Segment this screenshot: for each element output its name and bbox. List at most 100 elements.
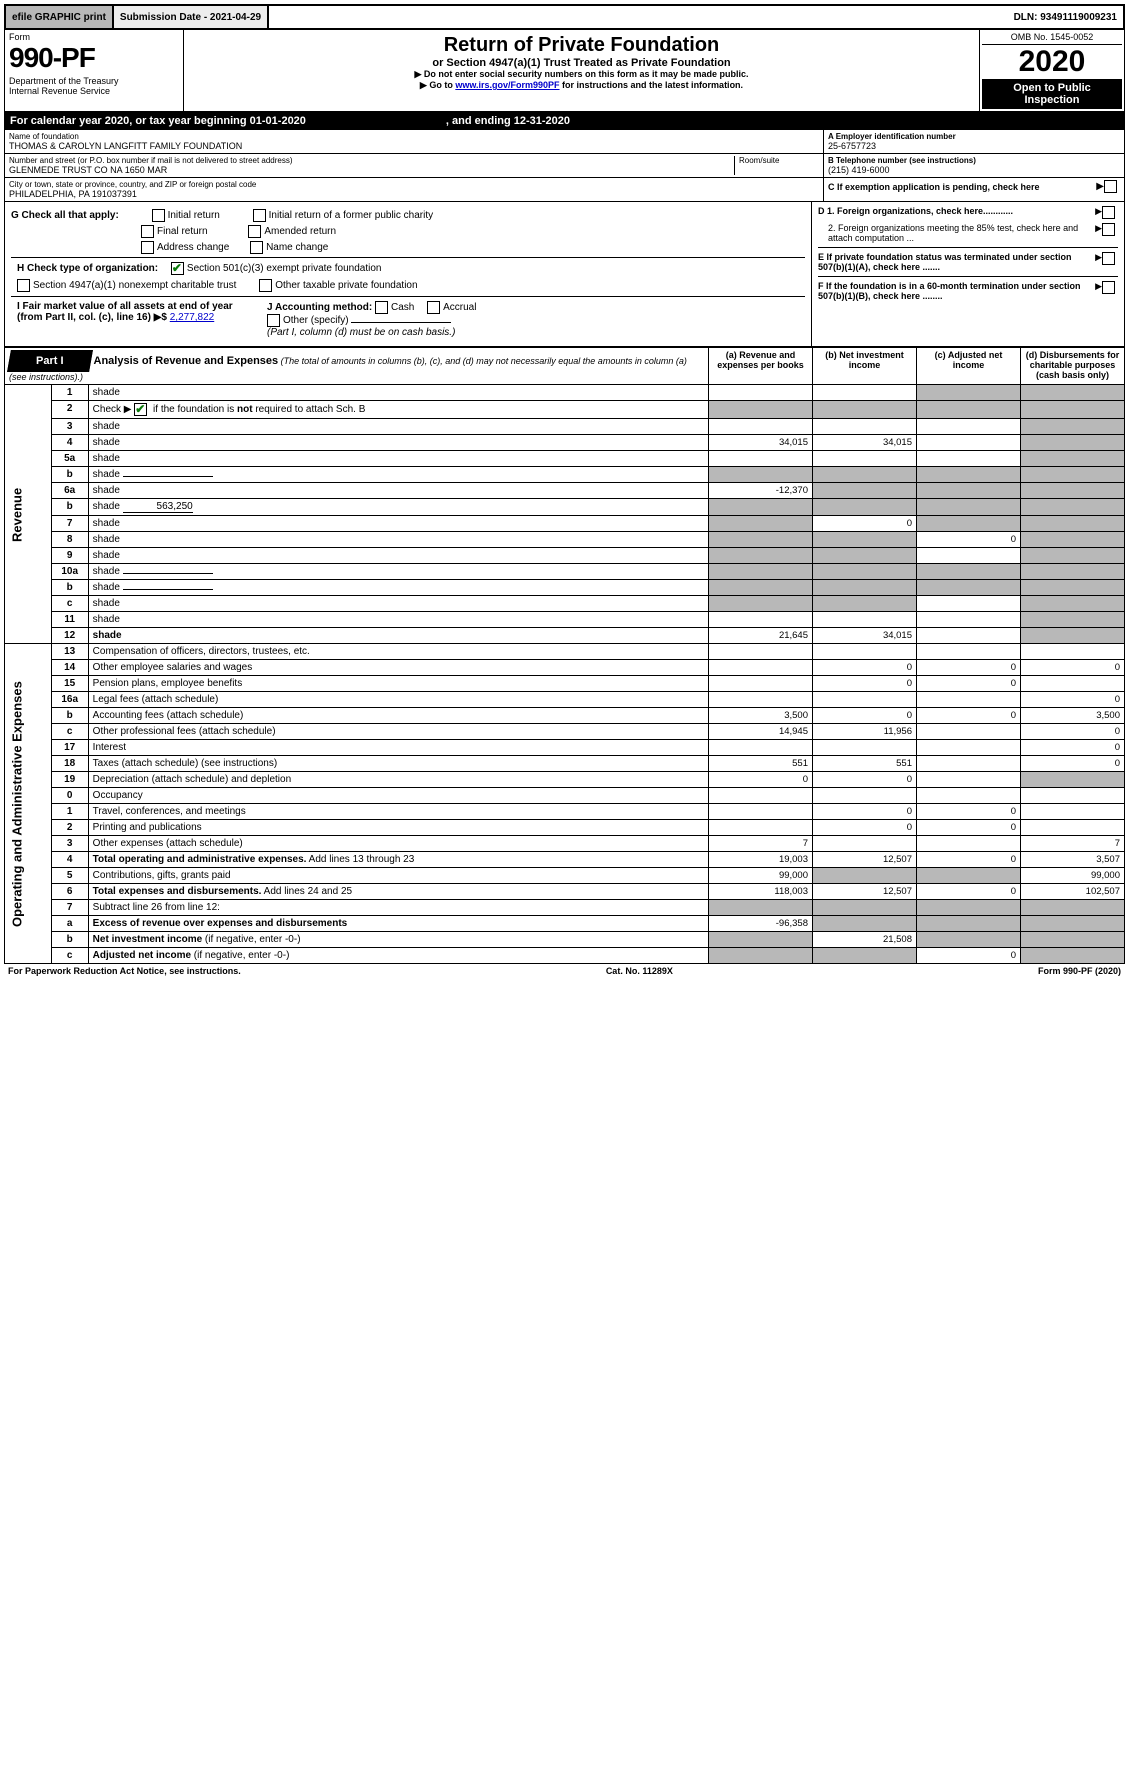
e-checkbox[interactable] <box>1102 252 1115 265</box>
c-checkbox[interactable] <box>1104 180 1117 193</box>
other-method-label: Other (specify) <box>283 315 349 326</box>
line-number: 13 <box>51 644 88 660</box>
ein-label: A Employer identification number <box>828 132 1120 141</box>
submission-date: Submission Date - 2021-04-29 <box>114 6 269 28</box>
cell-value <box>813 692 917 708</box>
cell-shaded <box>917 516 1021 532</box>
irs-link[interactable]: www.irs.gov/Form990PF <box>455 80 559 90</box>
line-number: 3 <box>51 836 88 852</box>
cell-value <box>917 724 1021 740</box>
4947-checkbox[interactable] <box>17 279 30 292</box>
initial-former-checkbox[interactable] <box>253 209 266 222</box>
table-row: 4Total operating and administrative expe… <box>5 852 1125 868</box>
table-row: 5ashade <box>5 451 1125 467</box>
footer-right: Form 990-PF (2020) <box>1038 966 1121 976</box>
cal-begin: For calendar year 2020, or tax year begi… <box>10 115 306 127</box>
line-description: shade <box>88 451 708 467</box>
other-method-checkbox[interactable] <box>267 314 280 327</box>
table-row: 7Subtract line 26 from line 12: <box>5 900 1125 916</box>
table-row: bAccounting fees (attach schedule)3,5000… <box>5 708 1125 724</box>
j-label: J Accounting method: <box>267 302 372 313</box>
cell-value: 0 <box>1021 660 1125 676</box>
line-number: 11 <box>51 612 88 628</box>
line-number: b <box>51 932 88 948</box>
table-row: 16aLegal fees (attach schedule)0 <box>5 692 1125 708</box>
accrual-label: Accrual <box>443 302 476 313</box>
table-row: cOther professional fees (attach schedul… <box>5 724 1125 740</box>
amended-checkbox[interactable] <box>248 225 261 238</box>
cell-value: 7 <box>1021 836 1125 852</box>
cell-value: 34,015 <box>813 628 917 644</box>
line-description: shade <box>88 612 708 628</box>
line-description: shade <box>88 483 708 499</box>
final-return-label: Final return <box>157 226 208 237</box>
col-d-header: (d) Disbursements for charitable purpose… <box>1021 348 1125 385</box>
instr-post: for instructions and the latest informat… <box>560 80 744 90</box>
table-row: 10ashade <box>5 564 1125 580</box>
part1-label: Part I <box>7 350 93 372</box>
table-row: 6Total expenses and disbursements. Add l… <box>5 884 1125 900</box>
cell-value <box>917 596 1021 612</box>
fmv-link[interactable]: 2,277,822 <box>170 312 215 323</box>
cell-shaded <box>709 548 813 564</box>
final-return-checkbox[interactable] <box>141 225 154 238</box>
table-row: 2Printing and publications00 <box>5 820 1125 836</box>
501c3-checkbox[interactable] <box>171 262 184 275</box>
cell-col-d-shaded <box>1021 435 1125 451</box>
amended-label: Amended return <box>264 226 336 237</box>
form-number: 990-PF <box>9 42 179 74</box>
col-c-header: (c) Adjusted net income <box>917 348 1021 385</box>
cell-shaded <box>709 401 813 419</box>
line-description: Total expenses and disbursements. Add li… <box>88 884 708 900</box>
line-number: 7 <box>51 900 88 916</box>
table-row: 18Taxes (attach schedule) (see instructi… <box>5 756 1125 772</box>
cell-col-d-shaded <box>1021 532 1125 548</box>
f-label: F If the foundation is in a 60-month ter… <box>818 281 1095 301</box>
name-change-checkbox[interactable] <box>250 241 263 254</box>
line-description: Other expenses (attach schedule) <box>88 836 708 852</box>
j-block: J Accounting method: Cash Accrual Other … <box>267 301 476 338</box>
cash-checkbox[interactable] <box>375 301 388 314</box>
table-row: 19Depreciation (attach schedule) and dep… <box>5 772 1125 788</box>
footer-mid: Cat. No. 11289X <box>606 966 673 976</box>
table-row: bshade 563,250 <box>5 499 1125 516</box>
cell-col-d-shaded <box>1021 467 1125 483</box>
other-taxable-checkbox[interactable] <box>259 279 272 292</box>
cell-value <box>709 612 813 628</box>
line-number: 0 <box>51 788 88 804</box>
d2-checkbox[interactable] <box>1102 223 1115 236</box>
initial-return-checkbox[interactable] <box>152 209 165 222</box>
cell-value <box>917 435 1021 451</box>
cell-shaded <box>813 596 917 612</box>
city: PHILADELPHIA, PA 191037391 <box>9 189 819 199</box>
line-number: 1 <box>51 804 88 820</box>
d1-checkbox[interactable] <box>1102 206 1115 219</box>
foundation-name: THOMAS & CAROLYN LANGFITT FAMILY FOUNDAT… <box>9 141 819 151</box>
omb-number: OMB No. 1545-0052 <box>982 32 1122 45</box>
line-description: Excess of revenue over expenses and disb… <box>88 916 708 932</box>
cell-value <box>917 419 1021 435</box>
cell-col-d-shaded <box>1021 628 1125 644</box>
cell-value <box>709 419 813 435</box>
f-checkbox[interactable] <box>1102 281 1115 294</box>
table-row: Operating and Administrative Expenses13C… <box>5 644 1125 660</box>
line-description: Occupancy <box>88 788 708 804</box>
e-label: E If private foundation status was termi… <box>818 252 1095 272</box>
cell-shaded <box>813 548 917 564</box>
g-row: G Check all that apply: Initial return I… <box>11 209 805 222</box>
cell-value <box>813 612 917 628</box>
addr-change-checkbox[interactable] <box>141 241 154 254</box>
top-bar: efile GRAPHIC print Submission Date - 20… <box>4 4 1125 30</box>
accrual-checkbox[interactable] <box>427 301 440 314</box>
line-description: shade <box>88 435 708 451</box>
cell-value <box>709 788 813 804</box>
city-cell: City or town, state or province, country… <box>5 178 823 201</box>
cell-value: 34,015 <box>709 435 813 451</box>
cell-value: 0 <box>917 884 1021 900</box>
cell-shaded <box>917 900 1021 916</box>
j-note: (Part I, column (d) must be on cash basi… <box>267 327 476 338</box>
line-description: Depreciation (attach schedule) and deple… <box>88 772 708 788</box>
checks-area: G Check all that apply: Initial return I… <box>4 202 1125 347</box>
cell-value <box>813 644 917 660</box>
cell-value <box>709 820 813 836</box>
